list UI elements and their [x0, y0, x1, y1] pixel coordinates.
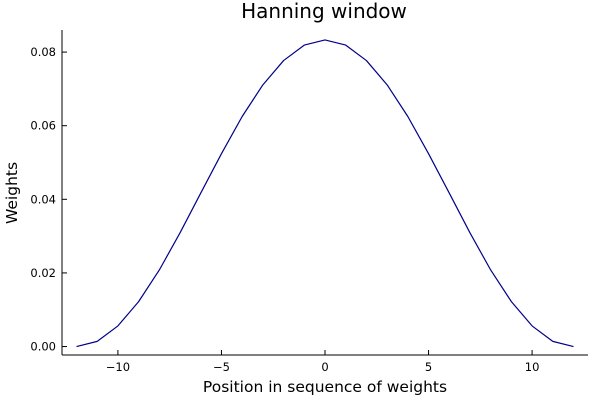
y-axis-ticks: 0.00 0.02 0.04 0.06 0.08	[30, 45, 67, 354]
y-tick-label: 0.08	[30, 45, 56, 59]
x-tick-label: 5	[425, 360, 432, 374]
x-axis-ticks: −10 −5 0 5 10	[106, 350, 540, 374]
x-tick-label: 10	[525, 360, 540, 374]
y-tick-label: 0.04	[30, 192, 56, 206]
chart-title: Hanning window	[241, 0, 407, 23]
y-tick-label: 0.00	[30, 340, 56, 354]
x-tick-label: −10	[106, 360, 130, 374]
plot-area	[76, 39, 574, 348]
y-tick-label: 0.06	[30, 119, 56, 133]
x-tick-label: −5	[213, 360, 230, 374]
series-line	[76, 39, 574, 348]
x-axis-label: Position in sequence of weights	[203, 378, 447, 396]
x-tick-label: 0	[321, 360, 328, 374]
y-axis-label: Weights	[3, 162, 21, 224]
y-tick-label: 0.02	[30, 266, 56, 280]
